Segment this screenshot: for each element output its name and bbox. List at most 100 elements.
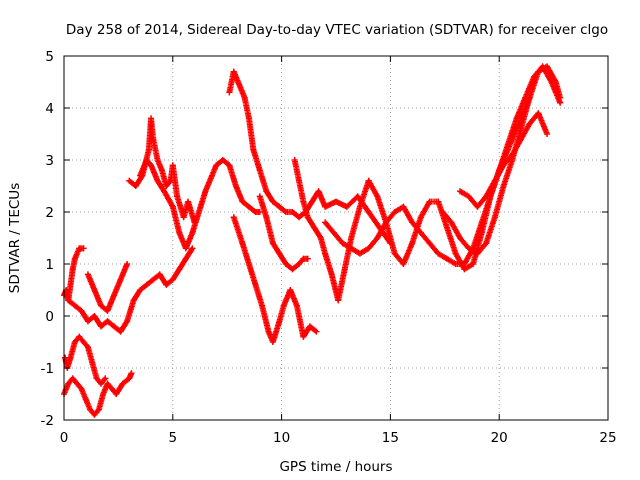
data-point bbox=[71, 302, 78, 309]
data-point bbox=[557, 99, 564, 106]
x-tick-label: 15 bbox=[382, 430, 399, 446]
x-tick-label: 25 bbox=[599, 430, 616, 446]
data-point bbox=[544, 131, 551, 137]
series-track-k bbox=[291, 94, 533, 304]
data-point bbox=[256, 209, 263, 215]
data-point bbox=[80, 339, 87, 345]
data-point bbox=[504, 141, 511, 148]
data-point bbox=[328, 271, 335, 278]
data-point bbox=[97, 380, 104, 387]
y-tick-label: -1 bbox=[41, 361, 54, 377]
x-tick-label: 10 bbox=[273, 430, 290, 446]
data-point bbox=[104, 318, 111, 325]
data-point bbox=[513, 115, 520, 122]
data-point bbox=[132, 183, 139, 189]
data-point bbox=[230, 214, 237, 221]
data-point bbox=[208, 172, 215, 179]
data-point bbox=[89, 359, 96, 366]
data-point bbox=[143, 281, 150, 288]
data-marks bbox=[84, 261, 131, 314]
y-tick-label: -2 bbox=[41, 413, 54, 429]
data-point bbox=[348, 245, 355, 252]
data-point bbox=[250, 146, 257, 153]
data-point bbox=[91, 313, 98, 319]
data-point bbox=[78, 385, 85, 392]
data-point bbox=[156, 271, 163, 278]
grid-layer bbox=[64, 56, 608, 420]
data-point bbox=[93, 375, 100, 382]
data-point bbox=[535, 110, 542, 117]
data-point bbox=[126, 177, 133, 184]
data-point bbox=[148, 162, 155, 169]
data-point bbox=[461, 266, 468, 273]
data-point bbox=[282, 209, 289, 215]
data-point bbox=[276, 203, 283, 210]
data-point bbox=[365, 245, 372, 252]
data-point bbox=[124, 261, 131, 267]
data-point bbox=[154, 177, 161, 184]
data-point bbox=[174, 193, 181, 200]
data-point bbox=[478, 219, 485, 226]
data-point bbox=[339, 240, 346, 247]
data-point bbox=[145, 146, 152, 153]
data-point bbox=[176, 266, 183, 273]
series-track-a bbox=[126, 115, 198, 226]
data-point bbox=[82, 396, 89, 403]
data-point bbox=[317, 235, 324, 241]
data-point bbox=[400, 261, 407, 267]
data-point bbox=[84, 271, 91, 278]
data-point bbox=[304, 214, 311, 221]
data-point bbox=[322, 250, 329, 257]
data-point bbox=[148, 115, 155, 122]
data-point bbox=[443, 255, 450, 262]
data-point bbox=[296, 177, 303, 184]
data-point bbox=[280, 302, 287, 309]
series-track-h bbox=[62, 333, 109, 387]
data-point bbox=[252, 281, 259, 288]
data-point bbox=[343, 203, 350, 210]
data-point bbox=[69, 266, 76, 273]
data-point bbox=[97, 302, 104, 309]
data-point bbox=[256, 193, 263, 200]
data-point bbox=[322, 219, 329, 226]
data-point bbox=[474, 203, 481, 210]
data-point bbox=[180, 214, 187, 221]
data-point bbox=[239, 198, 246, 205]
data-marks bbox=[65, 245, 196, 335]
data-point bbox=[69, 375, 76, 382]
data-point bbox=[143, 157, 150, 163]
series-track-f bbox=[84, 261, 131, 314]
data-point bbox=[111, 292, 118, 299]
y-tick-label: 4 bbox=[45, 101, 54, 117]
data-point bbox=[76, 333, 83, 340]
data-point bbox=[150, 276, 157, 283]
series-track-d bbox=[61, 245, 87, 304]
data-point bbox=[356, 203, 363, 210]
data-point bbox=[500, 183, 507, 189]
data-point bbox=[457, 235, 464, 241]
data-point bbox=[341, 266, 348, 273]
data-point bbox=[130, 297, 137, 304]
data-point bbox=[102, 375, 109, 382]
data-point bbox=[95, 406, 102, 413]
data-point bbox=[182, 245, 189, 252]
data-point bbox=[124, 318, 131, 325]
data-point bbox=[452, 250, 459, 257]
data-point bbox=[182, 255, 189, 262]
y-axis-label: SDTVAR / TECUs bbox=[7, 183, 23, 293]
data-point bbox=[426, 198, 433, 205]
data-point bbox=[219, 157, 226, 163]
x-tick-label: 20 bbox=[491, 430, 508, 446]
data-point bbox=[195, 209, 202, 215]
series-track-i bbox=[230, 214, 320, 345]
data-point bbox=[400, 203, 407, 210]
data-point bbox=[300, 198, 307, 205]
data-point bbox=[126, 375, 133, 382]
data-point bbox=[517, 136, 524, 143]
data-point bbox=[313, 328, 320, 335]
x-tick-label: 5 bbox=[169, 430, 178, 446]
data-point bbox=[491, 214, 498, 221]
plot-frame bbox=[63, 55, 609, 421]
data-point bbox=[269, 198, 276, 205]
series-track-e bbox=[65, 245, 196, 335]
